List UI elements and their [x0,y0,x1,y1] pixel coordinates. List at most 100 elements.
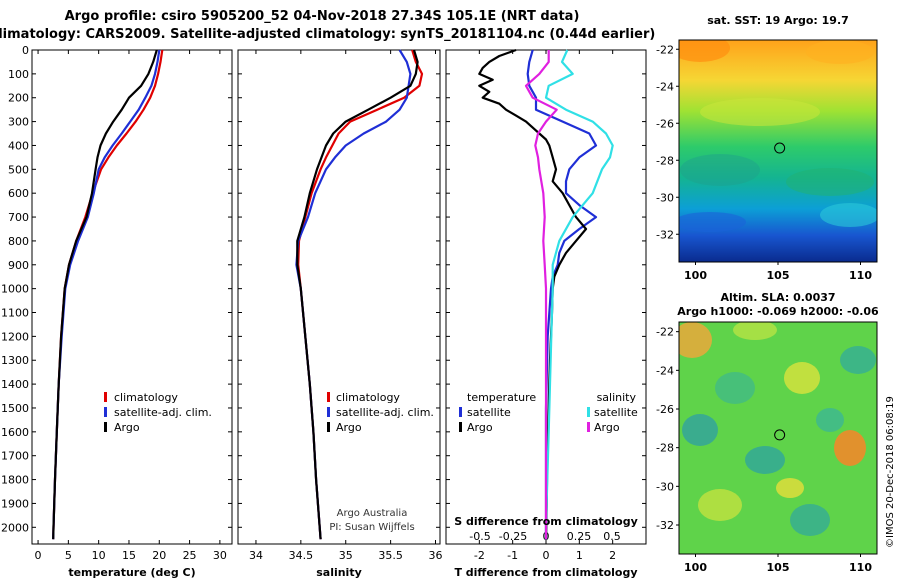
legend-label-sal-argo: Argo [594,421,620,434]
depth-tick-label: 1400 [1,378,29,391]
lat-tick-label: -24 [656,364,674,377]
x-tick-label: 35 [339,549,353,562]
lat-tick-label: -28 [656,442,674,455]
salinity-legend: climatology satellite-adj. clim. Argo [327,391,434,434]
legend-swatch-argo [327,422,330,432]
s-tick-label: 0.5 [603,530,621,543]
depth-tick-label: 1600 [1,426,29,439]
sla-eddy [733,322,777,340]
temperature-x-axis: 0 5 10 15 20 25 30 [35,50,227,562]
sla-map-title-1: Altim. SLA: 0.0037 [720,291,835,304]
series-line-salinity-satellite [544,49,614,540]
difference-panel: -2 -1 0 1 2 -0.5 -0.25 0 0.25 0.5 S difference f… [445,48,647,579]
x-tick-label: 10 [92,549,106,562]
depth-tick-label: 1300 [1,354,29,367]
depth-tick-label: 500 [8,163,29,176]
sla-eddy [776,478,804,498]
series-line-salinity-argo [524,50,558,540]
sst-map-panel: sat. SST: 19 Argo: 19.7 [656,14,878,282]
depth-tick-label: 0 [22,44,29,57]
temperature-plot-frame [31,49,233,545]
depth-tick-label: 100 [8,68,29,81]
legend-title-salinity: salinity [597,391,637,404]
institution-credit: Argo Australia [337,508,408,519]
s-difference-x-axis: -0.5 -0.25 0 0.25 0.5 [469,530,620,543]
x-tick-label: 0 [543,549,550,562]
x-tick-label: 35.5 [378,549,403,562]
sst-patch [680,154,760,186]
t-difference-xlabel: T difference from climatology [454,566,637,579]
salinity-xlabel: salinity [316,566,362,579]
series-line-argo [52,49,158,540]
lat-tick-label: -30 [656,480,674,493]
sst-patch [820,203,877,227]
title-line-1: Argo profile: csiro 5905200_52 04-Nov-20… [65,9,580,24]
s-tick-label: -0.5 [469,530,490,543]
legend-swatch-satellite [327,407,330,417]
legend-swatch-temp-satellite [459,407,462,417]
legend-title-temperature: temperature [467,391,536,404]
temperature-xlabel: temperature (deg C) [68,566,195,579]
depth-tick-label: 1200 [1,330,29,343]
lat-tick-label: -26 [656,403,674,416]
legend-swatch-temp-argo [459,422,462,432]
sla-eddy [784,362,820,394]
s-difference-xlabel: S difference from climatology [454,515,638,528]
sla-eddy [834,430,866,466]
depth-tick-label: 600 [8,187,29,200]
sst-patch [786,168,874,196]
x-tick-label: 1 [576,549,583,562]
depth-tick-label: 900 [8,259,29,272]
sst-patch [679,212,746,232]
sla-map-title-2: Argo h1000: -0.069 h2000: -0.06 [677,305,879,318]
x-tick-label: -1 [507,549,518,562]
sst-patch [700,98,820,126]
sla-eddy [745,446,785,474]
lat-tick-label: -28 [656,154,674,167]
sla-map-texture [679,322,876,536]
difference-series [478,48,614,540]
depth-tick-label: 1500 [1,402,29,415]
s-tick-label: 0.25 [567,530,592,543]
x-tick-label: 25 [183,549,197,562]
legend-swatch-climatology [327,392,330,402]
lon-tick-label: 110 [849,561,872,574]
lon-tick-label: 105 [767,561,790,574]
legend-swatch-sal-satellite [587,407,590,417]
temperature-series [52,49,164,540]
depth-tick-label: 2000 [1,521,29,534]
sst-map-texture [679,40,877,232]
legend-label-satellite: satellite-adj. clim. [336,406,434,419]
sst-patch [679,40,730,62]
depth-tick-label: 400 [8,139,29,152]
sla-eddy [715,372,755,404]
depth-tick-label: 300 [8,116,29,129]
x-tick-label: 5 [65,549,72,562]
lat-tick-label: -30 [656,191,674,204]
lon-tick-label: 100 [684,269,707,282]
x-tick-label: 34 [249,549,263,562]
x-tick-label: 0 [35,549,42,562]
temperature-panel: 0100200300400500600700800900100011001200… [1,44,233,579]
depth-axis: 0 100 200 300 400 500 600 700 800 900 1000 1100 1200… [1,44,29,534]
sst-map-title: sat. SST: 19 Argo: 19.7 [707,14,849,27]
lat-tick-label: -32 [656,228,674,241]
lon-tick-label: 105 [767,269,790,282]
s-tick-label: -0.25 [499,530,527,543]
sla-lat-axis: -22 -24 -26 -28 -30 -32 [656,326,679,532]
x-tick-label: 15 [122,549,136,562]
sst-patch [806,40,874,64]
depth-tick-label: 1900 [1,497,29,510]
x-tick-label: 36 [429,549,443,562]
sst-lon-axis: 100 105 110 [684,262,872,282]
x-tick-label: 34.5 [289,549,314,562]
legend-label-climatology: climatology [114,391,178,404]
legend-swatch-satellite [104,407,107,417]
lat-tick-label: -24 [656,80,674,93]
depth-tick-label: 700 [8,211,29,224]
pi-credit: PI: Susan Wijffels [329,522,414,533]
imos-credit: ©IMOS 20-Dec-2018 06:08:19 [885,396,896,548]
sla-map-panel: Altim. SLA: 0.0037 Argo h1000: -0.069 h2… [656,291,879,574]
